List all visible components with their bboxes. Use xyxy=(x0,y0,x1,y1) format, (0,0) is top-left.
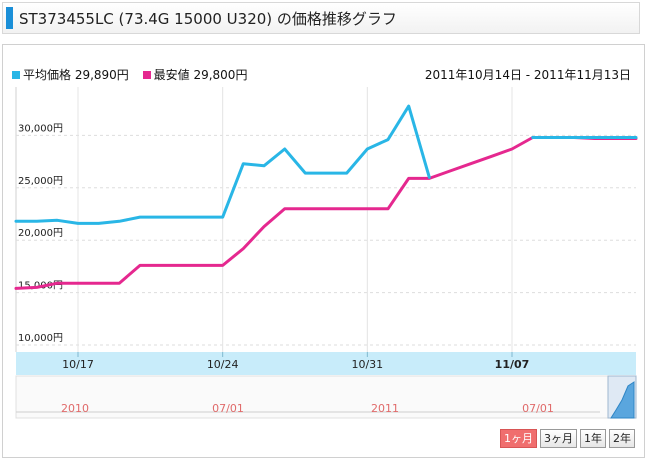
y-tick-label: 20,000円 xyxy=(18,228,63,239)
legend-label-min: 最安値 29,800円 xyxy=(153,68,248,82)
range-selector: 1ヶ月 3ヶ月 1年 2年 xyxy=(497,427,635,448)
legend-item-min[interactable]: 最安値 29,800円 xyxy=(142,66,248,83)
navigator-label: 07/01 xyxy=(522,402,554,415)
x-tick-label: 10/17 xyxy=(62,358,94,371)
x-axis-band xyxy=(16,352,636,375)
y-tick-label: 25,000円 xyxy=(18,176,63,187)
page-title: ST373455LC (73.4G 15000 U320) の価格推移グラフ xyxy=(19,10,397,28)
title-bar: ST373455LC (73.4G 15000 U320) の価格推移グラフ xyxy=(2,2,640,34)
navigator-recent-area xyxy=(610,381,635,419)
legend: 平均価格 29,890円 最安値 29,800円 xyxy=(12,66,257,83)
navigator-label: 07/01 xyxy=(212,402,244,415)
legend-label-avg: 平均価格 29,890円 xyxy=(23,68,129,82)
y-tick-label: 10,000円 xyxy=(18,333,63,344)
legend-item-avg[interactable]: 平均価格 29,890円 xyxy=(12,66,129,83)
range-button-1y[interactable]: 1年 xyxy=(580,429,606,448)
avg-price-line xyxy=(14,104,431,225)
date-range: 2011年10月14日 - 2011年11月13日 xyxy=(424,68,631,82)
x-tick-label: 10/31 xyxy=(351,358,383,371)
range-button-3m[interactable]: 3ヶ月 xyxy=(540,429,577,448)
navigator-label: 2010 xyxy=(61,402,89,415)
range-button-1m[interactable]: 1ヶ月 xyxy=(500,429,537,448)
navigator-label: 2011 xyxy=(371,402,399,415)
range-button-2y[interactable]: 2年 xyxy=(609,429,635,448)
legend-swatch-avg xyxy=(12,71,20,79)
x-tick-label: 11/07 xyxy=(495,358,530,371)
navigator-background xyxy=(15,375,637,419)
legend-swatch-min xyxy=(142,71,151,79)
title-accent-bar xyxy=(6,7,13,29)
x-tick-label: 10/24 xyxy=(207,358,239,371)
min-price-line xyxy=(14,136,638,290)
y-tick-label: 30,000円 xyxy=(18,123,63,134)
